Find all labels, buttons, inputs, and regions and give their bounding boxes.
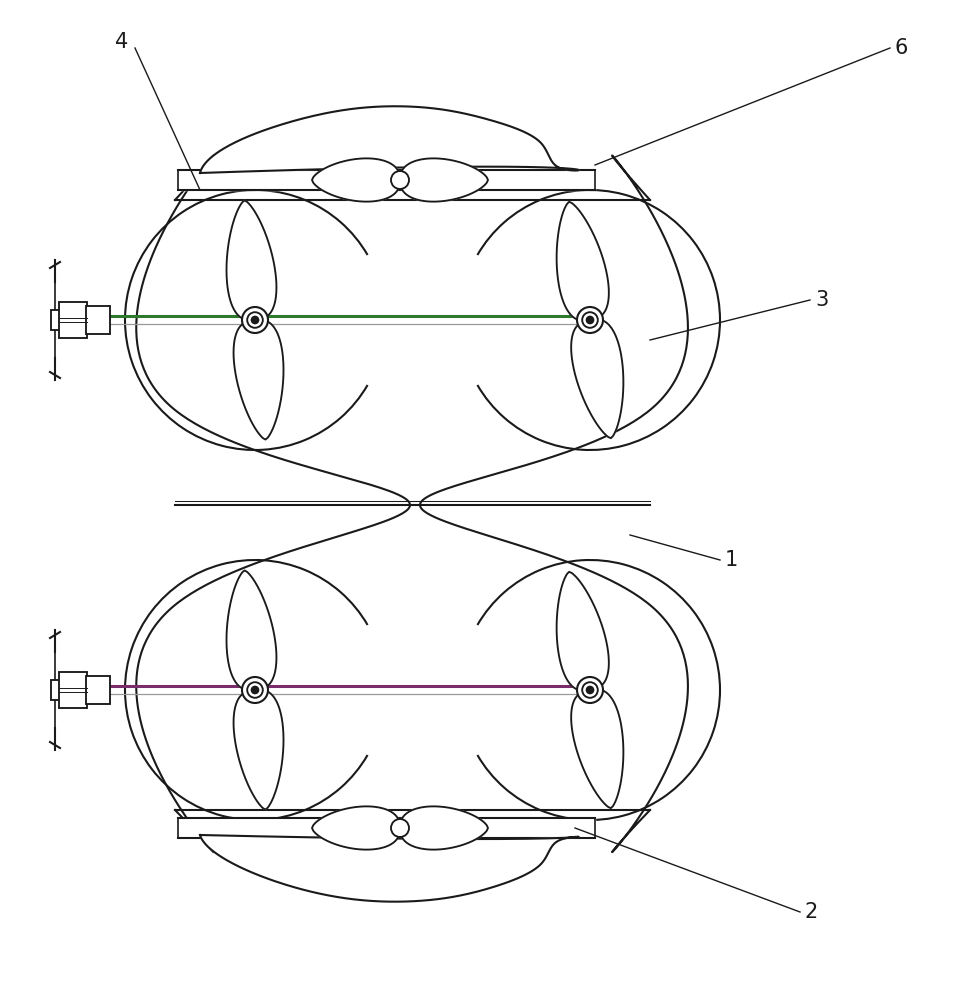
Text: 4: 4 (115, 32, 128, 52)
Circle shape (248, 312, 263, 328)
Bar (59, 672, 87, 708)
Polygon shape (200, 106, 579, 173)
Polygon shape (200, 835, 579, 902)
Bar (50, 680, 60, 700)
Polygon shape (571, 690, 624, 808)
Polygon shape (312, 806, 400, 850)
Bar (86, 676, 110, 704)
Polygon shape (136, 155, 688, 852)
Polygon shape (400, 806, 488, 850)
Circle shape (582, 312, 598, 328)
Text: 6: 6 (895, 38, 908, 58)
Circle shape (577, 677, 603, 703)
Circle shape (242, 307, 268, 333)
Polygon shape (178, 170, 595, 190)
Polygon shape (571, 320, 624, 438)
Text: 3: 3 (815, 290, 829, 310)
Bar (50, 310, 60, 330)
Circle shape (251, 316, 258, 324)
Polygon shape (178, 818, 595, 838)
Polygon shape (226, 570, 277, 690)
Circle shape (391, 819, 409, 837)
Bar (86, 306, 110, 334)
Circle shape (586, 686, 594, 694)
Circle shape (582, 682, 598, 698)
Circle shape (391, 171, 409, 189)
Polygon shape (557, 202, 609, 320)
Polygon shape (312, 158, 400, 202)
Polygon shape (557, 572, 609, 690)
Bar (59, 302, 87, 338)
Circle shape (251, 686, 258, 694)
Circle shape (586, 316, 594, 324)
Text: 2: 2 (805, 902, 818, 922)
Circle shape (242, 677, 268, 703)
Circle shape (577, 307, 603, 333)
Circle shape (248, 682, 263, 698)
Polygon shape (400, 158, 488, 202)
Polygon shape (234, 690, 283, 810)
Text: 1: 1 (725, 550, 738, 570)
Polygon shape (226, 200, 277, 320)
Polygon shape (234, 320, 283, 440)
